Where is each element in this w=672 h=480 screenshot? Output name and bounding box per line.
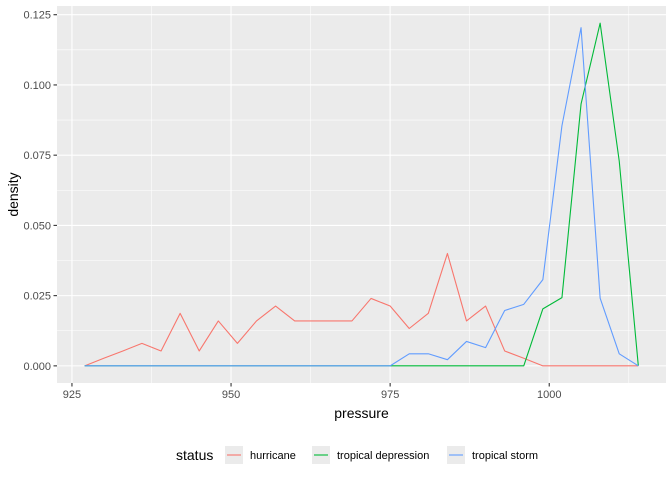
series-line-hurricane [84,252,639,367]
y-tick-label: 0.100 [23,80,51,92]
x-axis-ticks: 925 950 975 1000 [63,383,561,401]
legend-label-tropical-storm: tropical storm [472,450,538,462]
x-tick-label: 1000 [537,389,561,401]
y-tick-label: 0.050 [23,220,51,232]
legend-label-hurricane: hurricane [250,450,296,462]
series-lines [84,22,639,367]
y-tick-label: 0.125 [23,10,51,22]
y-tick-label: 0.025 [23,291,51,303]
x-tick-label: 950 [222,389,240,401]
major-gridlines [57,6,666,383]
legend-label-tropical-depression: tropical depression [337,450,429,462]
plot-panel [57,6,666,383]
y-axis-title: density [5,172,21,216]
minor-gridlines [57,6,666,383]
legend: status hurricane tropical depression tropi… [176,446,538,464]
x-tick-label: 975 [381,389,399,401]
x-tick-label: 925 [63,389,81,401]
x-axis-title: pressure [334,405,389,421]
y-tick-label: 0.075 [23,150,51,162]
y-tick-label: 0.000 [23,361,51,373]
series-line-tropical-storm [84,27,639,367]
legend-title: status [176,447,213,463]
y-axis-ticks: 0.000 0.025 0.050 0.075 0.100 0.125 [23,10,57,373]
